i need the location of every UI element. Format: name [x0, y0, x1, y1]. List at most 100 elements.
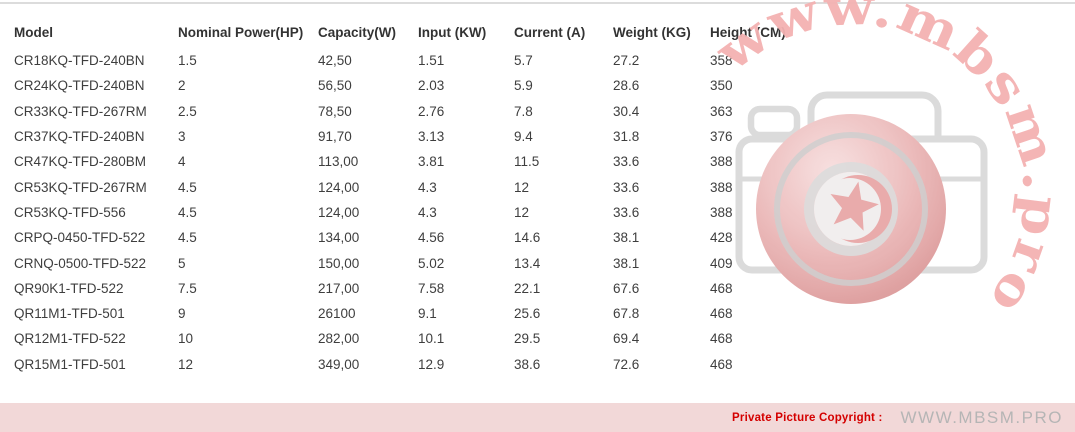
- table-cell: 38.1: [613, 230, 640, 246]
- table-row: CR37KQ-TFD-240BN 3 91,70 3.13 9.4 31.8 376: [14, 124, 1069, 149]
- column-header: Current (A): [514, 24, 586, 40]
- table-cell: 26100: [318, 306, 356, 322]
- table-cell: 4.5: [178, 179, 197, 195]
- table-cell: 2: [178, 78, 186, 94]
- table-cell: QR12M1-TFD-522: [14, 331, 126, 347]
- table-cell: 4.56: [418, 230, 445, 246]
- table-cell: 4: [178, 154, 186, 170]
- table-cell: 1.51: [418, 53, 445, 69]
- table-row: CRNQ-0500-TFD-522 5 150,00 5.02 13.4 38.1 409: [14, 250, 1069, 275]
- table-cell: 67.8: [613, 306, 640, 322]
- table-cell: 12.9: [418, 356, 445, 372]
- table-cell: 468: [710, 280, 733, 296]
- table-row: CR24KQ-TFD-240BN 2 56,50 2.03 5.9 28.6 350: [14, 73, 1069, 98]
- table-cell: 11.5: [514, 154, 540, 170]
- table-row: CR18KQ-TFD-240BN 1.5 42,50 1.51 5.7 27.2 358: [14, 48, 1069, 73]
- table-cell: CRPQ-0450-TFD-522: [14, 230, 146, 246]
- table-cell: 29.5: [514, 331, 541, 347]
- table-cell: 38.1: [613, 255, 640, 271]
- table-cell: 9: [178, 306, 186, 322]
- table-cell: 25.6: [514, 306, 541, 322]
- table-row: CR33KQ-TFD-267RM 2.5 78,50 2.76 7.8 30.4 363: [14, 99, 1069, 124]
- table-cell: 5.02: [418, 255, 445, 271]
- table-cell: 10: [178, 331, 194, 347]
- table-cell: 5.9: [514, 78, 533, 94]
- table-cell: 388: [710, 154, 733, 170]
- table-row: CR47KQ-TFD-280BM 4 113,00 3.81 11.5 33.6 388: [14, 149, 1069, 174]
- table-row: QR11M1-TFD-501 9 26100 9.1 25.6 67.8 468: [14, 301, 1069, 326]
- table-cell: 4.5: [178, 204, 197, 220]
- table-cell: 358: [710, 53, 733, 69]
- copyright-label: Private Picture Copyright :: [732, 411, 883, 424]
- table-cell: 349,00: [318, 356, 360, 372]
- table-cell: 56,50: [318, 78, 352, 94]
- table-cell: 7.58: [418, 280, 445, 296]
- table-cell: 14.6: [514, 230, 541, 246]
- table-cell: 22.1: [514, 280, 541, 296]
- table-cell: 9.1: [418, 306, 437, 322]
- table-cell: CR18KQ-TFD-240BN: [14, 53, 145, 69]
- table-cell: 388: [710, 179, 733, 195]
- site-name: WWW.MBSM.PRO: [900, 407, 1063, 427]
- table-cell: 282,00: [318, 331, 360, 347]
- table-cell: 12: [514, 204, 530, 220]
- table-row: QR15M1-TFD-501 12 349,00 12.9 38.6 72.6 468: [14, 352, 1069, 377]
- table-cell: 5.7: [514, 53, 533, 69]
- table-cell: 31.8: [613, 129, 640, 145]
- top-divider: [0, 2, 1075, 4]
- table-cell: 69.4: [613, 331, 640, 347]
- table-cell: 27.2: [613, 53, 640, 69]
- table-cell: QR15M1-TFD-501: [14, 356, 126, 372]
- footer-bar: Private Picture Copyright : WWW.MBSM.PRO: [0, 403, 1075, 432]
- table-cell: 3.81: [418, 154, 445, 170]
- column-header: Capacity(W): [318, 24, 397, 40]
- table-cell: 113,00: [318, 154, 359, 170]
- table-cell: 33.6: [613, 154, 640, 170]
- table-cell: 13.4: [514, 255, 541, 271]
- table-cell: CR24KQ-TFD-240BN: [14, 78, 145, 94]
- table-cell: 409: [710, 255, 733, 271]
- table-cell: 428: [710, 230, 733, 246]
- table-cell: 7.8: [514, 103, 533, 119]
- column-header: Model: [14, 24, 53, 40]
- table-cell: 1.5: [178, 53, 197, 69]
- table-row: CRPQ-0450-TFD-522 4.5 134,00 4.56 14.6 38.1 42…: [14, 225, 1069, 250]
- table-cell: 28.6: [613, 78, 640, 94]
- header-row: Model Nominal Power(HP) Capacity(W) Input (…: [14, 16, 1069, 48]
- table-cell: 124,00: [318, 204, 360, 220]
- table-cell: 2.76: [418, 103, 445, 119]
- table-row: QR90K1-TFD-522 7.5 217,00 7.58 22.1 67.6 468: [14, 276, 1069, 301]
- table-cell: 72.6: [613, 356, 640, 372]
- table-cell: 376: [710, 129, 733, 145]
- table-body: CR18KQ-TFD-240BN 1.5 42,50 1.51 5.7 27.2 358 CR…: [14, 48, 1069, 377]
- column-header: Weight (KG): [613, 24, 691, 40]
- table-cell: 468: [710, 331, 733, 347]
- column-header: Nominal Power(HP): [178, 24, 304, 40]
- table-cell: CRNQ-0500-TFD-522: [14, 255, 147, 271]
- table-cell: 7.5: [178, 280, 197, 296]
- table-cell: 3: [178, 129, 186, 145]
- table-cell: 2.03: [418, 78, 445, 94]
- column-header: Input (KW): [418, 24, 487, 40]
- table-cell: CR53KQ-TFD-556: [14, 204, 126, 220]
- table-cell: 217,00: [318, 280, 360, 296]
- table-cell: 12: [178, 356, 194, 372]
- table-cell: 468: [710, 356, 733, 372]
- table-cell: 67.6: [613, 280, 640, 296]
- table-cell: QR11M1-TFD-501: [14, 306, 125, 322]
- table-cell: 10.1: [418, 331, 445, 347]
- table-cell: CR47KQ-TFD-280BM: [14, 154, 147, 170]
- table-cell: 42,50: [318, 53, 352, 69]
- table-cell: 91,70: [318, 129, 352, 145]
- table-cell: 9.4: [514, 129, 533, 145]
- table-cell: 12: [514, 179, 530, 195]
- table-cell: 33.6: [613, 179, 640, 195]
- table-cell: QR90K1-TFD-522: [14, 280, 124, 296]
- table-cell: 350: [710, 78, 733, 94]
- table-header: Model Nominal Power(HP) Capacity(W) Input (…: [14, 16, 1069, 48]
- table-row: QR12M1-TFD-522 10 282,00 10.1 29.5 69.4 468: [14, 326, 1069, 351]
- table-cell: 124,00: [318, 179, 360, 195]
- table-cell: 30.4: [613, 103, 640, 119]
- table-cell: 78,50: [318, 103, 352, 119]
- table-cell: 4.3: [418, 204, 437, 220]
